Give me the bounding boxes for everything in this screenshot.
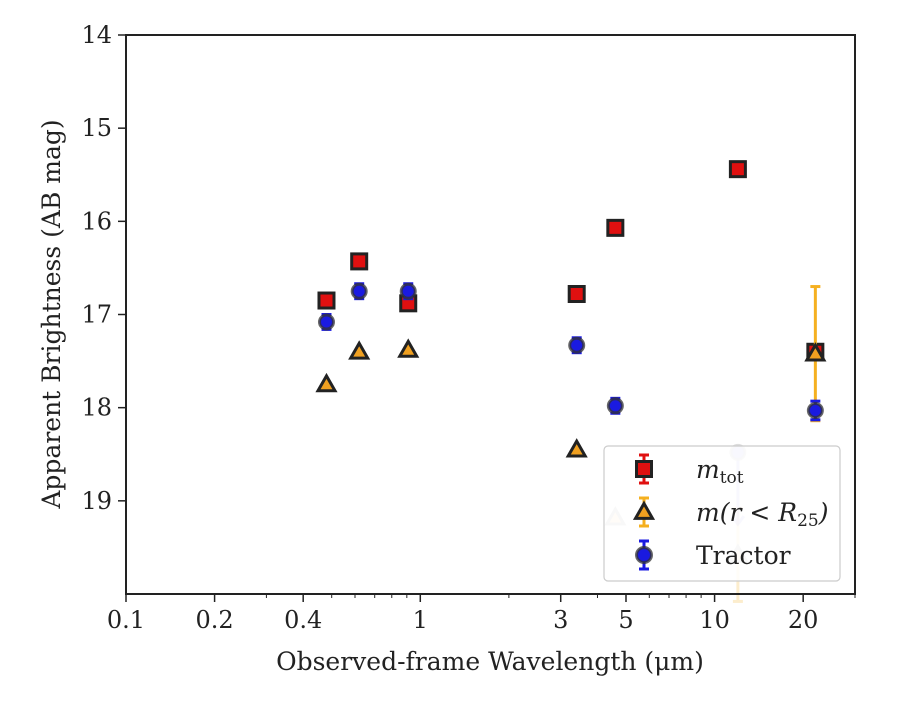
y-tick-label: 18 <box>81 394 112 422</box>
x-tick-label: 5 <box>618 606 633 634</box>
y-axis-title: Apparent Brightness (AB mag) <box>37 119 66 509</box>
legend-label: m(r < R25) <box>696 498 828 531</box>
y-tick-label: 14 <box>81 21 112 49</box>
legend-label: Tractor <box>696 541 791 570</box>
legend-entry: m(r < R25) <box>632 496 828 531</box>
x-tick-label: 3 <box>553 606 568 634</box>
circle-marker <box>606 397 624 415</box>
triangle-marker <box>397 338 420 358</box>
triangle-marker <box>804 342 827 362</box>
x-tick-label: 0.4 <box>284 606 322 634</box>
data-point <box>567 285 586 304</box>
data-point <box>317 291 336 310</box>
x-tick-label: 1 <box>413 606 428 634</box>
data-point <box>728 160 747 179</box>
legend: mtot m(r < R25) Tractor <box>603 445 841 582</box>
circle-marker <box>568 336 586 354</box>
data-point <box>568 336 586 355</box>
data-point <box>350 252 369 271</box>
x-tick-label: 20 <box>788 606 819 634</box>
square-marker <box>567 285 586 304</box>
legend-entry: Tractor <box>635 539 791 571</box>
legend-triangle-marker <box>632 500 656 520</box>
legend-label: mtot <box>696 455 744 488</box>
data-point <box>350 282 368 301</box>
data-point <box>397 338 420 358</box>
triangle-marker <box>315 372 338 393</box>
x-tick-label: 0.2 <box>196 606 234 634</box>
x-tick-label: 0.1 <box>107 606 145 634</box>
y-tick-label: 16 <box>81 207 112 235</box>
legend-circle-marker <box>635 546 653 564</box>
x-tick-label: 10 <box>699 606 730 634</box>
square-marker <box>606 218 625 237</box>
circle-marker <box>317 313 335 331</box>
data-point <box>399 282 417 301</box>
square-marker <box>317 291 336 310</box>
data-point <box>606 218 625 237</box>
data-point <box>317 313 335 331</box>
circle-marker <box>350 282 368 300</box>
triangle-marker <box>348 340 371 360</box>
triangle-marker <box>565 438 588 458</box>
legend-box <box>603 445 841 582</box>
y-tick-label: 15 <box>81 114 112 142</box>
data-point <box>315 372 338 393</box>
data-point <box>565 438 588 458</box>
legend-entry: mtot <box>635 453 744 488</box>
data-point <box>606 396 624 415</box>
legend-square-marker <box>635 460 653 478</box>
x-axis: 0.1 0.2 0.4 1 3 5 10 20 <box>107 594 856 634</box>
data-point <box>806 399 824 422</box>
y-tick-label: 19 <box>81 487 112 515</box>
circle-marker <box>806 401 824 419</box>
series-square <box>317 160 825 361</box>
circle-marker <box>399 282 417 300</box>
y-axis: 14 15 16 17 18 19 <box>81 21 126 515</box>
x-axis-title: Observed-frame Wavelength (μm) <box>276 647 704 676</box>
square-marker <box>728 160 747 179</box>
square-marker <box>350 252 369 271</box>
data-point <box>348 340 371 360</box>
y-tick-label: 17 <box>81 301 112 329</box>
